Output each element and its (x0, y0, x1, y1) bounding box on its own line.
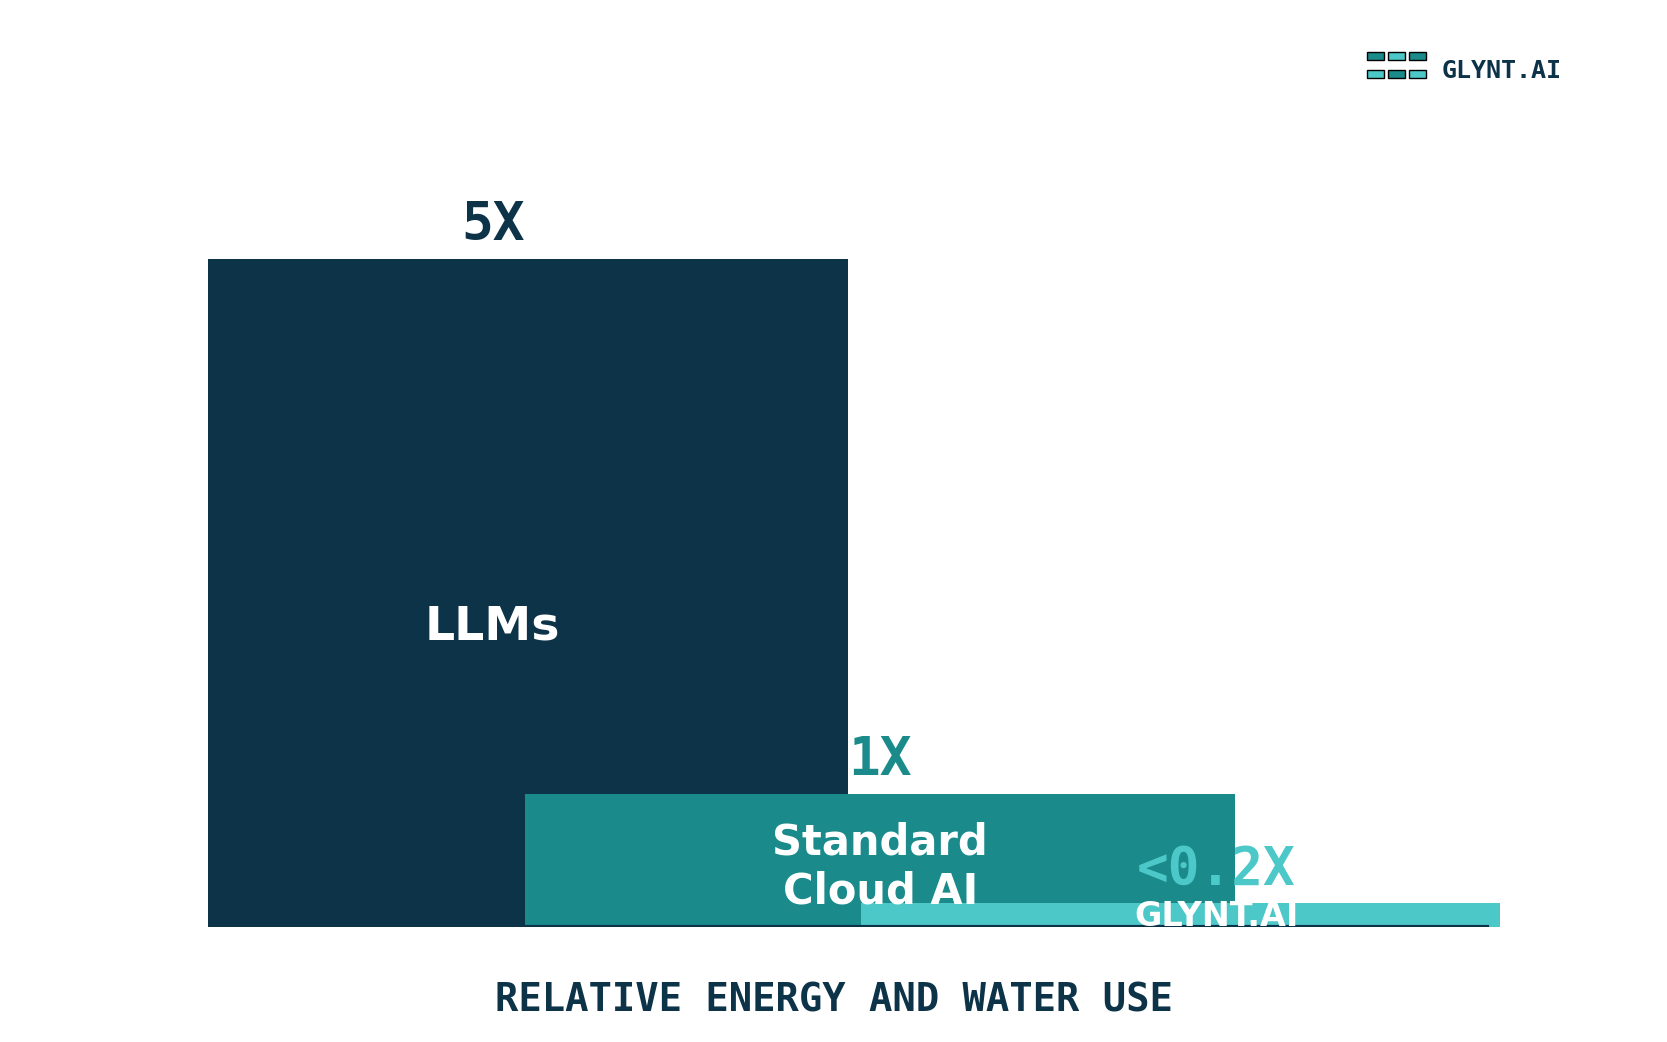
Text: 5X: 5X (460, 199, 525, 251)
FancyBboxPatch shape (1367, 52, 1384, 60)
Bar (137, 258, 849, 927)
FancyBboxPatch shape (1409, 52, 1427, 60)
Text: LLMs: LLMs (425, 604, 560, 649)
FancyBboxPatch shape (1389, 52, 1405, 60)
Text: GLYNT.AI: GLYNT.AI (1134, 900, 1299, 933)
Bar (525, 794, 1235, 927)
FancyBboxPatch shape (1389, 70, 1405, 78)
Text: Standard
Cloud AI: Standard Cloud AI (772, 822, 989, 913)
FancyBboxPatch shape (1367, 70, 1384, 78)
Text: <0.2X: <0.2X (1137, 843, 1295, 895)
Text: 1X: 1X (849, 734, 912, 786)
Text: RELATIVE ENERGY AND WATER USE: RELATIVE ENERGY AND WATER USE (495, 982, 1172, 1019)
Text: GLYNT.AI: GLYNT.AI (1442, 58, 1562, 83)
Bar (860, 903, 1572, 927)
FancyBboxPatch shape (1409, 70, 1427, 78)
